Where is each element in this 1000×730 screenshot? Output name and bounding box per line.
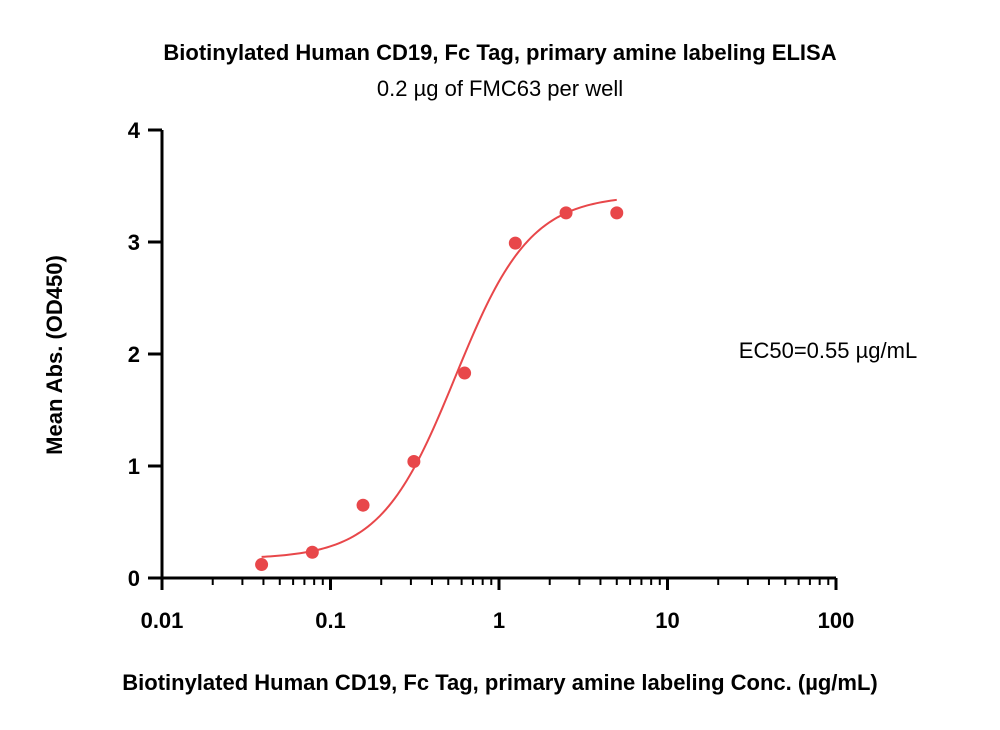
chart-title: Biotinylated Human CD19, Fc Tag, primary… <box>163 40 836 65</box>
y-tick-label: 1 <box>128 454 140 479</box>
data-points <box>255 206 624 572</box>
ec50-annotation: EC50=0.55 µg/mL <box>739 338 917 363</box>
x-ticks: 0.01 0.1 1 10 100 <box>141 578 855 633</box>
data-point <box>458 366 472 380</box>
data-point <box>356 498 370 512</box>
data-point <box>255 558 269 572</box>
y-tick-label: 3 <box>128 230 140 255</box>
fit-curve <box>261 198 617 558</box>
y-tick-label: 0 <box>128 566 140 591</box>
x-tick-label: 0.01 <box>141 608 184 633</box>
x-tick-label: 100 <box>818 608 855 633</box>
data-point <box>559 206 573 220</box>
data-point <box>305 545 319 559</box>
data-point <box>610 206 624 220</box>
y-tick-label: 4 <box>128 118 141 143</box>
x-tick-label: 10 <box>655 608 679 633</box>
data-point <box>508 236 522 250</box>
y-ticks: 0 1 2 3 4 <box>128 118 162 591</box>
y-axis-label: Mean Abs. (OD450) <box>42 255 67 455</box>
x-tick-label: 1 <box>493 608 505 633</box>
data-point <box>407 455 421 469</box>
x-axis-label: Biotinylated Human CD19, Fc Tag, primary… <box>122 670 878 695</box>
x-tick-label: 0.1 <box>315 608 346 633</box>
chart-subtitle: 0.2 µg of FMC63 per well <box>377 76 623 101</box>
y-tick-label: 2 <box>128 342 140 367</box>
